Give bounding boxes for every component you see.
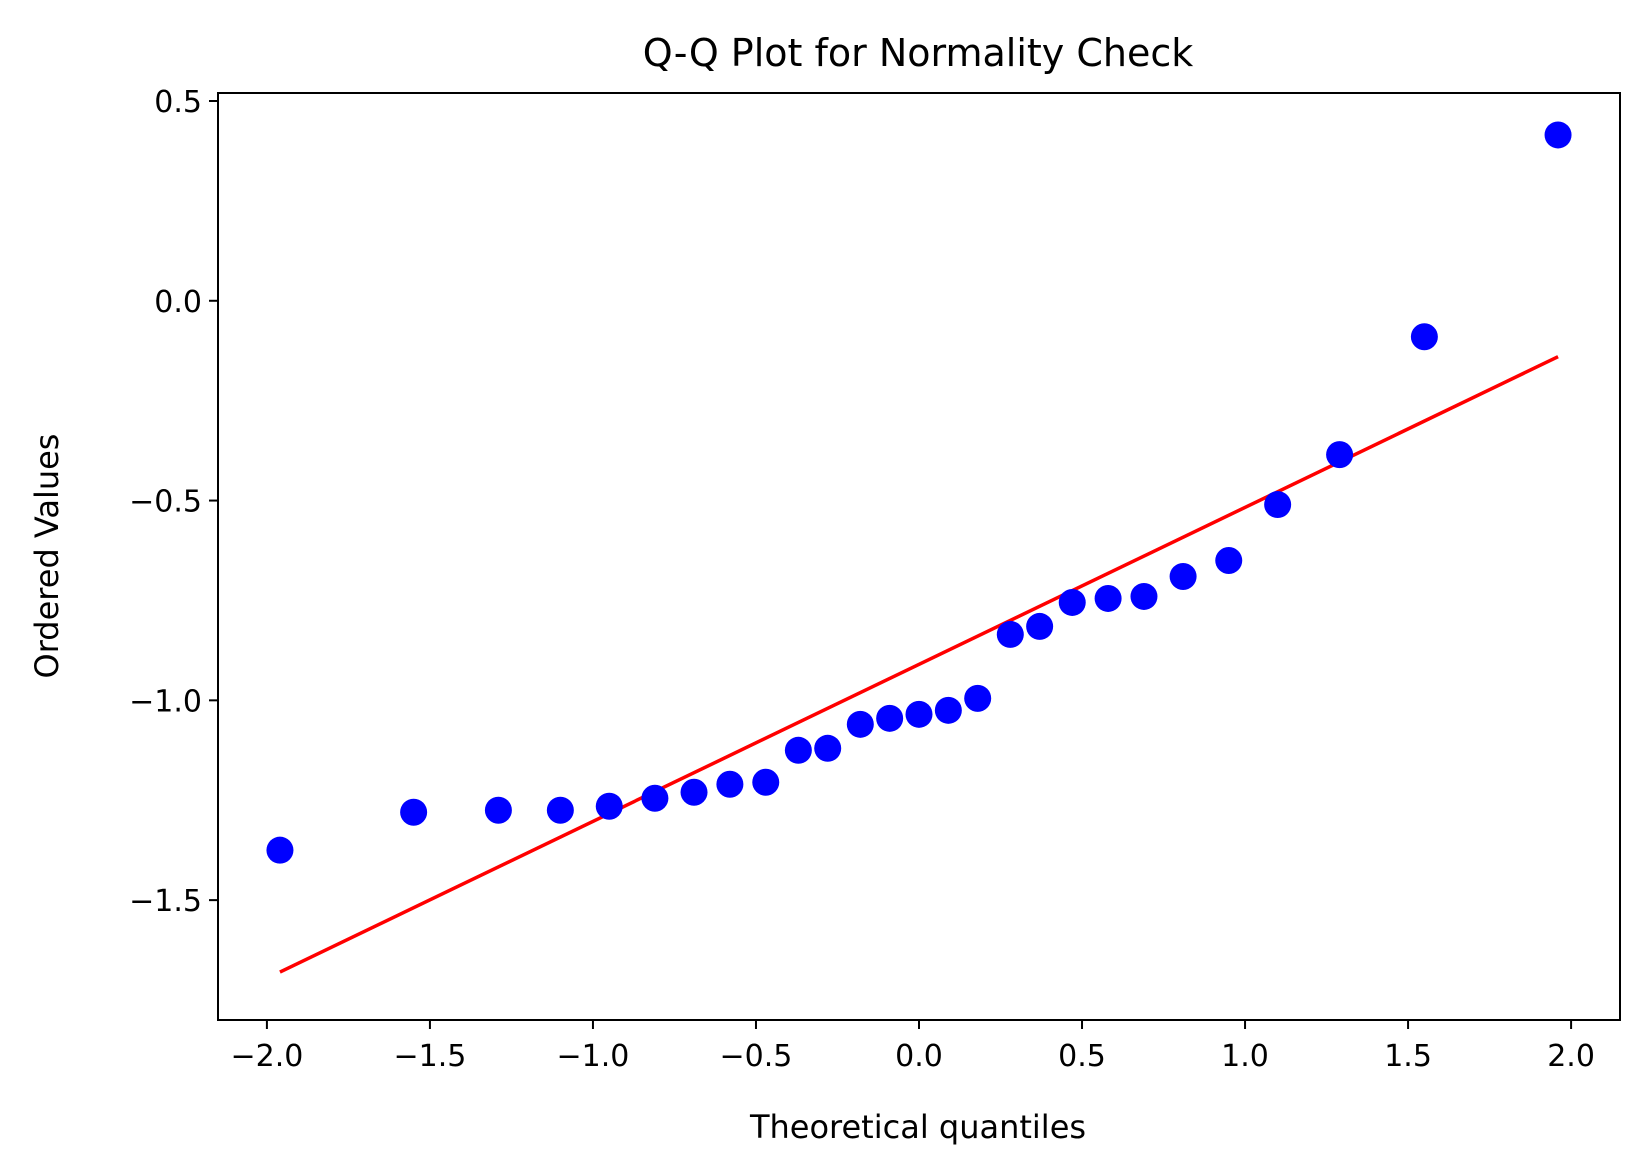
x-tick-label: 0.5 bbox=[1058, 1039, 1106, 1074]
chart-title: Q-Q Plot for Normality Check bbox=[643, 31, 1194, 75]
data-point bbox=[641, 784, 669, 812]
data-point bbox=[1026, 612, 1054, 640]
x-tick-label: 0.0 bbox=[895, 1039, 943, 1074]
y-tick-label: −1.5 bbox=[129, 884, 202, 919]
data-point bbox=[814, 734, 842, 762]
data-point bbox=[595, 792, 623, 820]
points-layer bbox=[266, 121, 1572, 864]
data-point bbox=[752, 768, 780, 796]
data-point bbox=[964, 684, 992, 712]
x-tick-label: 1.0 bbox=[1221, 1039, 1269, 1074]
x-axis-label: Theoretical quantiles bbox=[749, 1108, 1086, 1146]
data-point bbox=[546, 796, 574, 824]
y-axis-ticks: 0.5 0.0 −0.5 −1.0 −1.5 bbox=[129, 85, 218, 919]
data-point bbox=[266, 836, 294, 864]
data-point bbox=[846, 710, 874, 738]
data-point bbox=[1215, 546, 1243, 574]
data-point bbox=[784, 736, 812, 764]
y-tick-label: 0.0 bbox=[154, 285, 202, 320]
data-point bbox=[1264, 491, 1292, 519]
y-tick-label: −1.0 bbox=[129, 684, 202, 719]
data-point bbox=[876, 704, 904, 732]
data-point bbox=[400, 798, 428, 826]
x-tick-label: −0.5 bbox=[720, 1039, 793, 1074]
x-tick-label: −1.5 bbox=[394, 1039, 467, 1074]
x-tick-label: −2.0 bbox=[230, 1039, 303, 1074]
data-point bbox=[1130, 582, 1158, 610]
data-point bbox=[1326, 441, 1354, 469]
data-point bbox=[716, 770, 744, 798]
data-point bbox=[680, 778, 708, 806]
x-tick-label: 1.5 bbox=[1384, 1039, 1432, 1074]
y-tick-label: −0.5 bbox=[129, 485, 202, 520]
data-point bbox=[905, 700, 933, 728]
data-point bbox=[996, 620, 1024, 648]
y-axis-label: Ordered Values bbox=[28, 434, 66, 679]
data-point bbox=[1169, 562, 1197, 590]
data-point bbox=[484, 796, 512, 824]
x-axis-ticks: −2.0 −1.5 −1.0 −0.5 0.0 0.5 1.0 1.5 2.0 bbox=[230, 1020, 1595, 1074]
x-tick-label: −1.0 bbox=[557, 1039, 630, 1074]
data-point bbox=[1544, 121, 1572, 149]
data-point bbox=[1410, 323, 1438, 351]
data-point bbox=[934, 696, 962, 724]
data-point bbox=[1058, 588, 1086, 616]
y-tick-label: 0.5 bbox=[154, 85, 202, 120]
data-point bbox=[1094, 584, 1122, 612]
x-tick-label: 2.0 bbox=[1547, 1039, 1595, 1074]
